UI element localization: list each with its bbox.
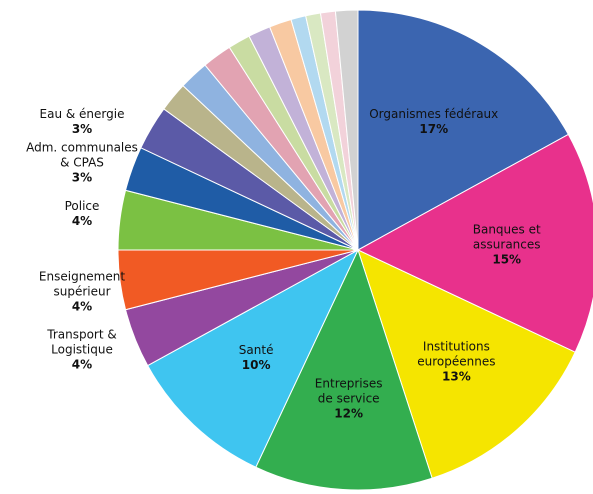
slice-label: Police 4% [65,199,100,229]
slice-percent: 4% [71,357,93,372]
slice-percent: 17% [419,121,449,136]
slice-name: Adm. communales & CPAS [26,140,138,170]
slice-name: Eau & énergie [39,106,125,121]
slice-label: Entreprises de service 12% [315,376,383,421]
pie-slice [334,9,359,251]
slice-percent: 10% [241,358,271,373]
slice-percent: 12% [334,406,364,420]
slice-label: Santé 10% [239,343,274,373]
slice-name: Entreprises de service [314,376,383,405]
slice-percent: 13% [442,369,471,384]
pie-slice [255,248,433,491]
slice-label: Enseignement supérieur 4% [39,270,125,315]
slice-percent: 4% [71,213,93,228]
slice-name: Banques et assurances [472,222,541,252]
slice-label: Banques et assurances 15% [464,223,550,268]
slice-percent: 15% [492,252,522,267]
slice-percent: 4% [71,299,93,314]
pie-slice [356,133,593,353]
slice-label: Transport & Logistique 4% [47,328,116,373]
pie-slice [357,249,576,479]
slice-percent: 3% [71,170,93,185]
slice-name: Enseignement supérieur [38,269,126,299]
slice-label: Adm. communales & CPAS 3% [26,140,138,185]
slice-label: Institutions européennes 13% [417,339,495,384]
slice-name: Santé [238,343,274,358]
slice-percent: 3% [71,121,93,136]
slice-name: Institutions européennes [417,339,496,369]
slice-label: Organismes fédéraux 17% [369,107,498,137]
slice-name: Transport & Logistique [47,327,117,357]
pie-slice [357,9,569,251]
pie-slice [147,248,360,468]
slice-label: Eau & énergie 3% [40,107,125,137]
slice-name: Police [64,198,100,213]
slice-name: Organismes fédéraux [369,106,499,121]
